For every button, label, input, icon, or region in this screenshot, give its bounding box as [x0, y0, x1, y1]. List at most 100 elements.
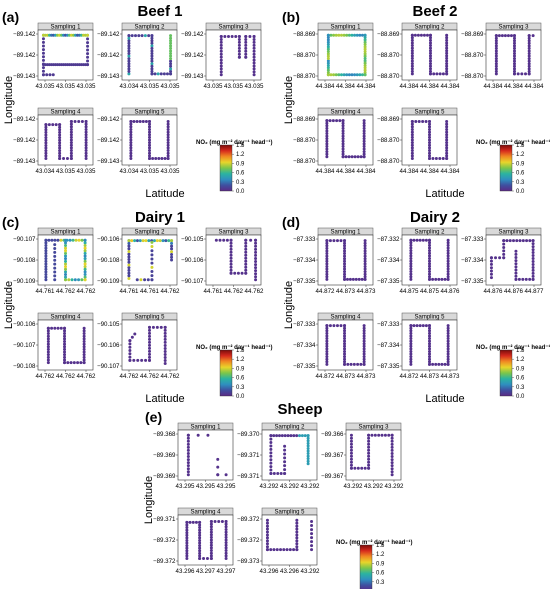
- data-point: [138, 239, 142, 243]
- data-point: [343, 357, 347, 361]
- data-point: [53, 243, 57, 247]
- data-point: [148, 135, 151, 139]
- y-axis-label: Longitude: [143, 476, 155, 524]
- data-point: [219, 52, 223, 56]
- data-point: [446, 251, 450, 255]
- data-point: [445, 127, 449, 131]
- data-point: [150, 278, 154, 282]
- data-point: [435, 72, 439, 76]
- data-point: [310, 544, 314, 548]
- data-point: [341, 129, 345, 133]
- data-point: [64, 254, 67, 258]
- data-point: [363, 61, 367, 65]
- data-point: [84, 130, 88, 134]
- data-point: [83, 241, 87, 245]
- y-tick-label: −89.142: [181, 31, 204, 38]
- data-point: [410, 120, 414, 124]
- data-point: [341, 144, 345, 148]
- data-point: [83, 278, 87, 282]
- data-point: [437, 277, 441, 281]
- data-point: [295, 536, 299, 540]
- data-point: [438, 156, 442, 160]
- data-point: [409, 347, 413, 351]
- data-point: [524, 72, 528, 76]
- data-point: [140, 358, 144, 362]
- data-point: [69, 138, 73, 142]
- data-point: [148, 349, 151, 353]
- subplot-title: Sampling 5: [414, 314, 445, 320]
- data-point: [50, 326, 54, 330]
- data-point: [82, 337, 86, 341]
- subplot-frame: [205, 29, 262, 81]
- data-point: [166, 127, 170, 131]
- data-point: [428, 241, 431, 245]
- data-point: [409, 272, 413, 276]
- data-point: [325, 326, 329, 330]
- data-point: [44, 249, 48, 253]
- x-axis-label: Latitude: [425, 393, 464, 405]
- data-point: [244, 253, 248, 257]
- data-point: [127, 274, 131, 278]
- data-point: [46, 334, 50, 338]
- data-point: [269, 444, 273, 448]
- y-tick-label: −89.371: [237, 473, 260, 480]
- data-point: [63, 353, 67, 357]
- data-point: [185, 546, 189, 550]
- data-point: [356, 466, 360, 470]
- data-point: [58, 154, 62, 158]
- data-point: [349, 433, 353, 437]
- data-point: [446, 360, 450, 364]
- data-point: [41, 44, 45, 48]
- data-point: [343, 259, 347, 263]
- data-point: [363, 63, 367, 67]
- data-point: [46, 345, 50, 349]
- x-tick-label: 44.761: [204, 288, 223, 295]
- data-point: [350, 33, 354, 37]
- colorbar-tick-label: 0.3: [516, 385, 525, 391]
- data-point: [265, 536, 269, 540]
- data-point: [349, 460, 353, 464]
- data-point: [325, 352, 329, 356]
- data-point: [446, 241, 450, 245]
- data-point: [86, 59, 90, 63]
- data-point: [198, 533, 202, 537]
- data-point: [514, 277, 518, 281]
- data-point: [224, 549, 228, 553]
- data-point: [326, 33, 330, 37]
- subplot-title: Sampling 3: [358, 424, 389, 430]
- data-point: [445, 151, 449, 155]
- data-point: [410, 127, 414, 131]
- data-point: [363, 52, 367, 56]
- data-point: [520, 72, 524, 76]
- data-point: [390, 473, 394, 477]
- data-point: [306, 446, 310, 450]
- x-tick-label: 44.762: [161, 288, 180, 295]
- x-tick-label: 44.384: [504, 83, 523, 90]
- data-point: [166, 130, 170, 134]
- data-point: [44, 146, 48, 150]
- data-point: [229, 265, 233, 269]
- data-point: [198, 544, 202, 548]
- data-point: [421, 120, 425, 124]
- data-point: [64, 246, 67, 250]
- data-point: [83, 265, 87, 269]
- data-point: [343, 352, 347, 356]
- data-point: [148, 151, 151, 155]
- data-point: [209, 554, 213, 558]
- data-point: [326, 66, 330, 70]
- y-tick-label: −89.142: [97, 116, 120, 123]
- x-tick-label: 44.762: [224, 288, 243, 295]
- x-tick-label: 43.035: [36, 83, 55, 90]
- data-point: [445, 62, 449, 66]
- data-point: [169, 62, 173, 66]
- data-point: [80, 278, 84, 282]
- data-point: [355, 33, 359, 37]
- data-point: [129, 122, 133, 126]
- data-point: [441, 72, 445, 76]
- data-point: [252, 40, 256, 44]
- x-axis-label: Latitude: [145, 393, 184, 405]
- data-point: [428, 138, 431, 142]
- data-point: [428, 62, 432, 66]
- data-point: [434, 362, 438, 366]
- data-point: [351, 277, 355, 281]
